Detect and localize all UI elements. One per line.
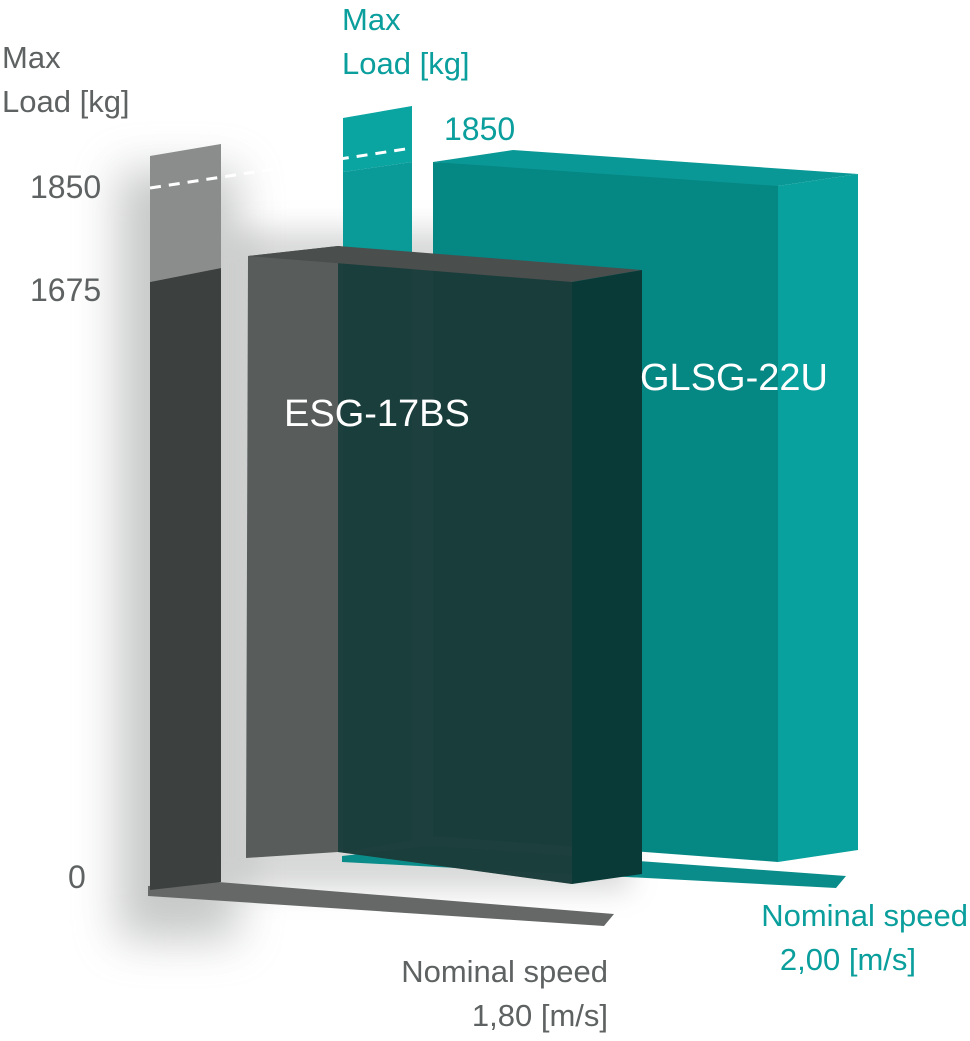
teal-tick-1850: 1850: [444, 111, 515, 147]
teal-axis-title-line1: Max: [342, 2, 401, 37]
speed-label-teal-line1: Nominal speed: [761, 898, 968, 933]
teal-axis-upper: [343, 106, 412, 172]
left-axis-lower: [150, 268, 221, 890]
glsg-side-face: [778, 174, 858, 862]
esg-17bs-block: [246, 246, 642, 884]
series-label-glsg-22u: GLSG-22U: [640, 357, 828, 399]
esg-left-face: [246, 246, 338, 858]
left-axis-prism: [150, 144, 221, 890]
left-axis-upper: [150, 144, 221, 282]
left-axis-title-line2: Load [kg]: [2, 84, 130, 119]
left-tick-1850: 1850: [30, 169, 101, 205]
esg-top-face: [248, 246, 642, 282]
left-axis-title-line1: Max: [2, 40, 61, 75]
teal-axis-title-line2: Load [kg]: [342, 46, 470, 81]
glsg-top-face: [433, 150, 858, 186]
speed-label-gray-line1: Nominal speed: [401, 954, 608, 989]
speed-label-teal-line2: 2,00 [m/s]: [780, 942, 916, 977]
esg-overlap-face: [338, 246, 572, 884]
left-tick-1675: 1675: [30, 272, 101, 308]
series-label-esg-17bs: ESG-17BS: [284, 393, 470, 435]
reference-line-1850: [149, 146, 413, 190]
esg-side-face: [572, 270, 642, 884]
gray-floor-plate: [148, 882, 614, 926]
speed-label-gray-line2: 1,80 [m/s]: [472, 998, 608, 1033]
left-tick-0: 0: [68, 859, 86, 895]
